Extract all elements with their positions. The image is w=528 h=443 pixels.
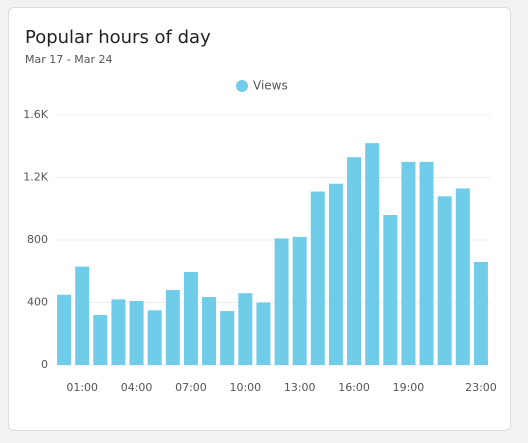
y-tick-label: 400 [27, 296, 48, 309]
bar [93, 315, 108, 365]
y-tick-label: 1.6K [23, 108, 48, 121]
x-tick-label: 04:00 [121, 381, 153, 394]
x-tick-label: 01:00 [66, 381, 98, 394]
bar [165, 290, 180, 365]
bar [365, 143, 380, 365]
x-tick-label: 19:00 [393, 381, 425, 394]
bar [419, 161, 434, 365]
x-tick-label: 10:00 [229, 381, 261, 394]
y-tick-label: 800 [27, 233, 48, 246]
y-tick-label: 1.2K [23, 171, 48, 184]
y-tick-label: 0 [41, 358, 48, 371]
legend-label: Views [253, 79, 288, 93]
x-tick-label: 23:00 [465, 381, 497, 394]
bar [347, 157, 362, 365]
bar [401, 161, 416, 365]
bar [129, 300, 144, 365]
bar [437, 196, 452, 365]
legend-swatch [236, 80, 248, 92]
bar [256, 302, 271, 365]
bar [111, 299, 126, 365]
x-tick-label: 13:00 [284, 381, 316, 394]
bar [383, 215, 398, 365]
x-tick-label: 16:00 [338, 381, 370, 394]
bar [310, 191, 325, 365]
bar [328, 183, 343, 365]
bar [57, 294, 72, 365]
bar [238, 293, 253, 365]
bar [183, 272, 198, 365]
bar [147, 310, 162, 365]
bar [274, 238, 289, 365]
chart-title: Popular hours of day [25, 27, 211, 48]
bar [75, 266, 90, 365]
bar [455, 188, 470, 365]
bar [292, 236, 307, 365]
bar [473, 261, 488, 365]
bar [202, 297, 217, 365]
x-tick-label: 07:00 [175, 381, 207, 394]
bar [220, 311, 235, 365]
chart-subtitle: Mar 17 - Mar 24 [25, 53, 112, 66]
